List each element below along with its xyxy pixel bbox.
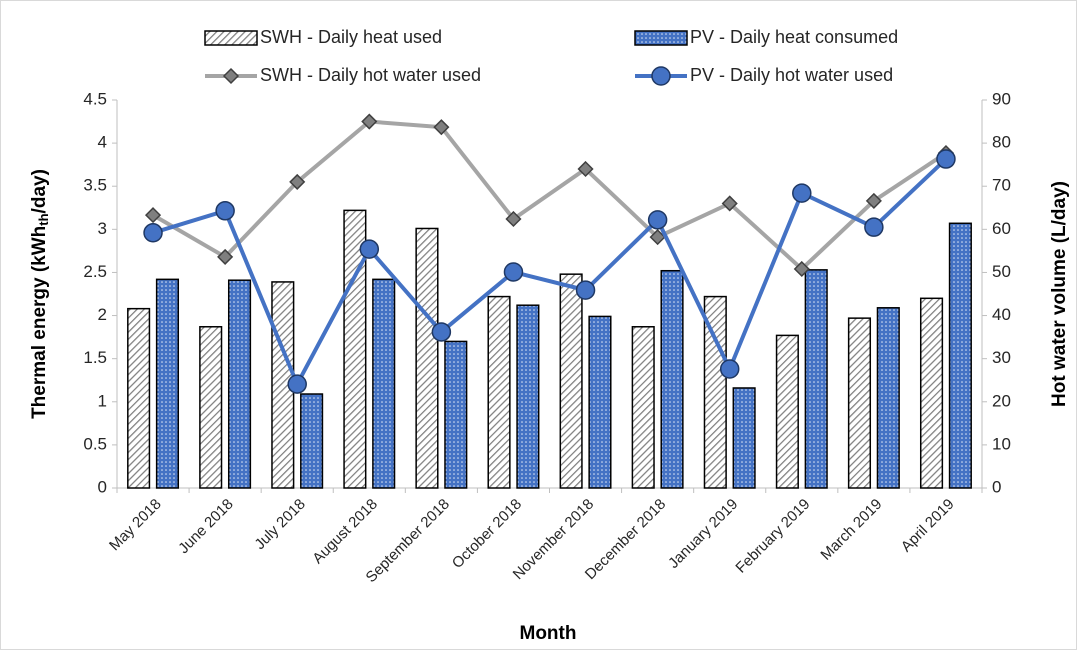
y2-tick-label: 30 [992, 348, 1011, 367]
y-tick-label: 0.5 [83, 434, 107, 453]
y-tick-label: 4 [98, 133, 107, 152]
y2-tick-label: 20 [992, 391, 1011, 410]
marker [143, 223, 163, 243]
y-tick-label: 1 [98, 391, 107, 410]
marker [719, 359, 740, 379]
marker [936, 149, 956, 169]
bar [127, 307, 151, 489]
marker [793, 260, 810, 278]
bar [631, 326, 655, 489]
marker [505, 210, 522, 228]
marker [433, 119, 450, 136]
line [152, 157, 948, 389]
y2-tick-label: 90 [992, 89, 1011, 108]
x-axis-title: Month [520, 623, 577, 644]
bar [703, 295, 727, 489]
marker [361, 113, 378, 130]
marker [647, 210, 668, 230]
marker [217, 248, 234, 265]
bar [516, 304, 540, 489]
marker [215, 201, 235, 221]
bar [155, 278, 180, 489]
marker [864, 217, 884, 237]
bar [343, 209, 367, 489]
bar [732, 387, 756, 489]
y-axis-title-part: Thermal energy (kWh [29, 226, 50, 419]
marker [359, 239, 380, 259]
y-tick-label: 0 [98, 477, 107, 496]
bar [876, 307, 900, 489]
bar [199, 326, 223, 489]
marker [289, 173, 306, 190]
marker [651, 66, 671, 86]
marker [287, 374, 307, 394]
bar [948, 222, 972, 489]
y-tick-label: 2.5 [83, 262, 107, 281]
y2-tick-label: 50 [992, 262, 1011, 281]
bar [559, 273, 583, 489]
y-axis-title-part: /day) [29, 169, 50, 213]
marker [503, 262, 524, 282]
bar [227, 279, 252, 489]
y-tick-label: 4.5 [83, 89, 107, 108]
bar [372, 278, 396, 489]
legend-label: PV - Daily heat consumed [690, 27, 898, 47]
y-tick-label: 3.5 [83, 176, 107, 195]
bar [444, 340, 468, 489]
y-tick-label: 1.5 [83, 348, 107, 367]
legend-label: PV - Daily hot water used [690, 65, 893, 85]
y2-tick-label: 10 [992, 434, 1011, 453]
marker [222, 67, 240, 85]
bar [775, 334, 799, 489]
marker [865, 192, 882, 209]
legend-label: SWH - Daily heat used [260, 27, 442, 47]
marker [721, 195, 738, 212]
line [152, 119, 948, 272]
y-axis-title-sub: th [36, 213, 51, 225]
legend-label: SWH - Daily hot water used [260, 65, 481, 85]
y-axis-title: Thermal energy (kWhth/day) [29, 169, 51, 419]
bar [919, 297, 944, 489]
bar [487, 295, 511, 489]
bar [415, 227, 439, 489]
marker [649, 229, 666, 246]
marker [144, 207, 162, 224]
y2-tick-label: 80 [992, 133, 1011, 152]
bar [660, 269, 684, 489]
y-tick-label: 2 [98, 305, 107, 324]
bar [804, 269, 828, 489]
y2-tick-label: 60 [992, 219, 1011, 238]
y-tick-label: 3 [98, 219, 107, 238]
y2-tick-label: 0 [992, 477, 1001, 496]
y2-tick-label: 40 [992, 305, 1011, 324]
marker [792, 183, 812, 203]
bar [588, 315, 612, 489]
legend-swatch [634, 30, 688, 46]
marker [575, 280, 596, 300]
legend-swatch [204, 30, 258, 46]
y2-axis-title: Hot water volume (L/day) [1049, 181, 1070, 407]
bar [847, 317, 872, 489]
bar [300, 393, 324, 489]
marker [577, 160, 594, 178]
y2-tick-label: 70 [992, 176, 1011, 195]
marker [431, 322, 452, 342]
